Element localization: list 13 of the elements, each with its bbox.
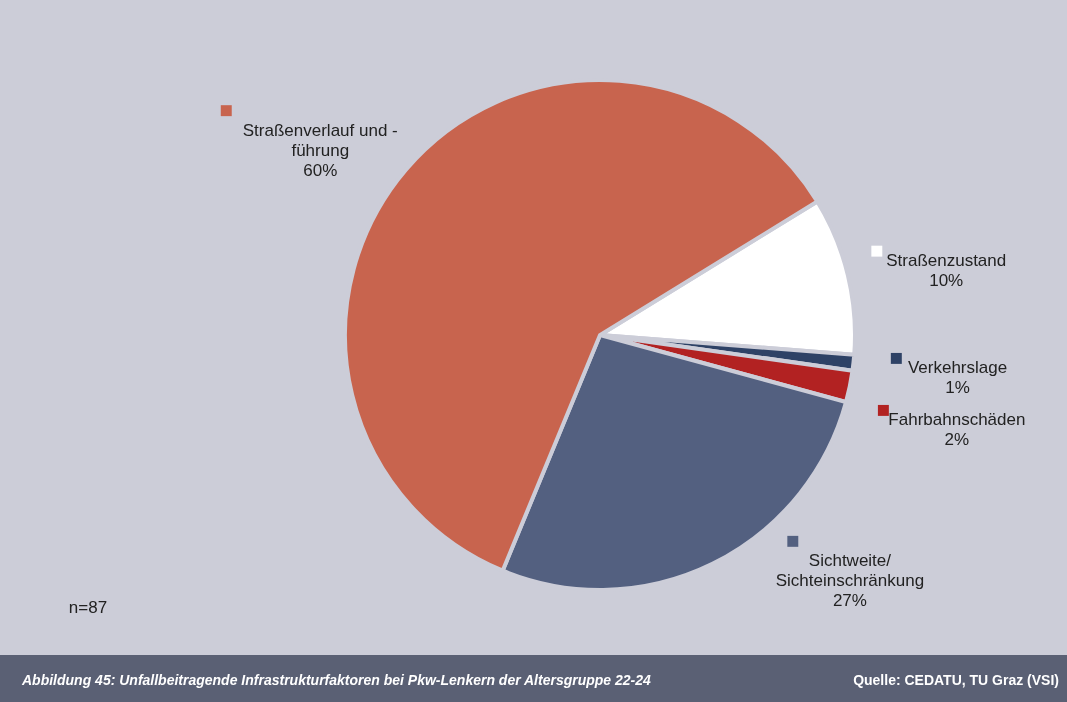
data-label: 27% (832, 591, 867, 611)
legend-label: Verkehrslage (907, 358, 1008, 378)
text: Abbildung 45: Unfallbeitragende Infrastrukturfaktoren bei Pkw-Lenkern der Altersgruppe 22-24 (21, 671, 652, 688)
data-label: 1% (945, 378, 970, 398)
source-note: Quelle: CEDATU, TU Graz (VSI) (853, 671, 1059, 688)
legend-label: Straßenverlauf und - führung (242, 120, 398, 160)
text: n=87 (68, 598, 108, 617)
legend-label: Sichtweite/ Sichteinschränkung (775, 551, 925, 591)
legend-label: Straßenzustand (886, 251, 1007, 271)
legend-label: Fahrbahnschäden (888, 410, 1026, 430)
data-label: 60% (303, 160, 338, 180)
data-label: 10% (929, 271, 964, 291)
data-label: 2% (944, 430, 970, 450)
